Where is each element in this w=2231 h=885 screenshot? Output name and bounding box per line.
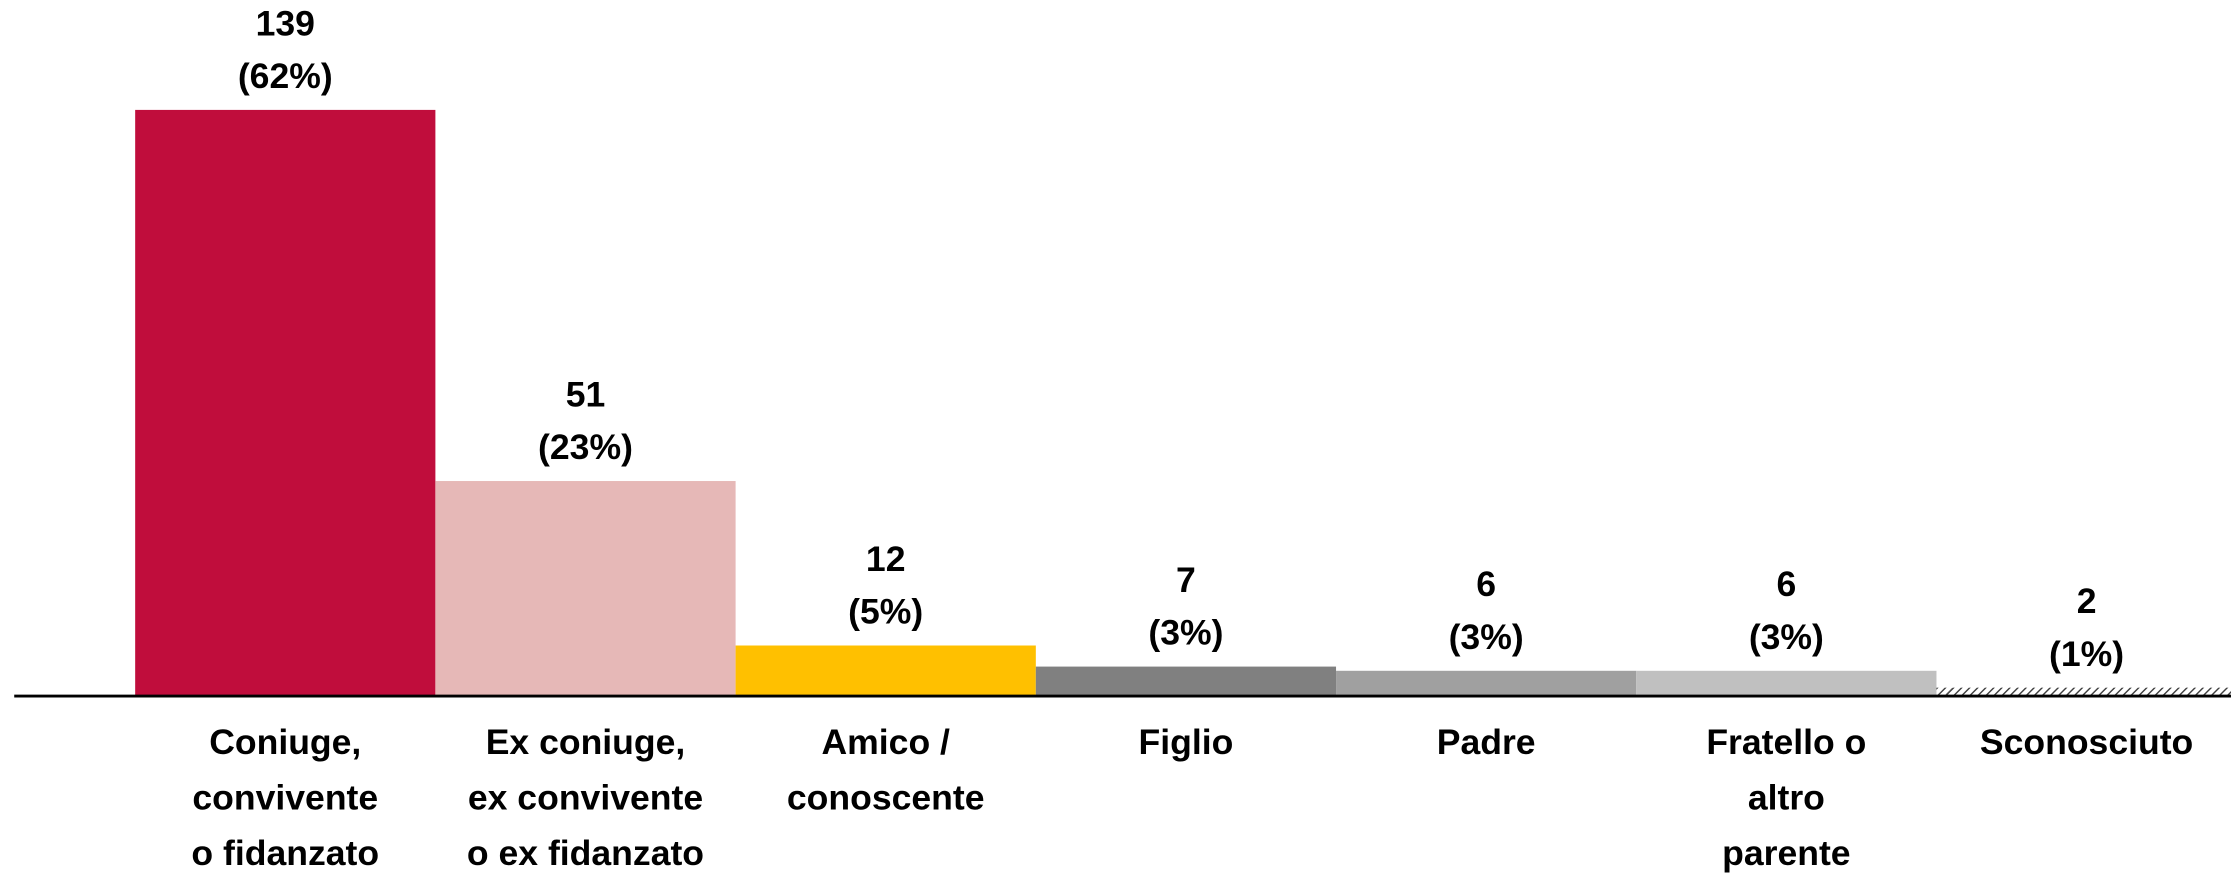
x-tick-label: conoscente — [787, 777, 985, 817]
value-label: 51 — [566, 374, 606, 414]
value-label: 6 — [1476, 564, 1496, 604]
value-label: 7 — [1176, 560, 1196, 600]
value-label: 12 — [866, 539, 906, 579]
x-tick-label: Padre — [1437, 722, 1536, 762]
x-tick-label: ex convivente — [468, 777, 703, 817]
value-label: (23%) — [538, 427, 633, 467]
x-tick-label: altro — [1748, 777, 1825, 817]
bar — [435, 481, 736, 697]
bar — [1035, 666, 1337, 697]
x-tick-label: Sconosciuto — [1980, 722, 2193, 762]
value-label: (62%) — [238, 56, 333, 96]
x-tick-label: Coniuge, — [209, 722, 361, 762]
value-label: 2 — [2077, 581, 2097, 621]
bar — [1636, 670, 1937, 697]
x-tick-label: Ex coniuge, — [486, 722, 686, 762]
x-tick-label: Fratello o — [1706, 722, 1866, 762]
value-label: (3%) — [1749, 617, 1824, 657]
value-label: (3%) — [1148, 613, 1223, 653]
bar — [1336, 670, 1637, 697]
x-tick-label: convivente — [192, 777, 378, 817]
bar — [735, 645, 1036, 697]
x-tick-label: Amico / — [821, 722, 950, 762]
x-tick-label: o fidanzato — [191, 833, 379, 873]
x-tick-label: o ex fidanzato — [467, 833, 704, 873]
bar — [135, 109, 436, 697]
value-label: (1%) — [2049, 634, 2124, 674]
x-tick-label: parente — [1722, 833, 1850, 873]
value-label: (5%) — [848, 592, 923, 632]
value-label: 139 — [256, 3, 315, 43]
x-tick-label: Figlio — [1139, 722, 1234, 762]
value-label: (3%) — [1449, 617, 1524, 657]
bar — [1936, 687, 2231, 697]
value-label: 6 — [1776, 564, 1796, 604]
